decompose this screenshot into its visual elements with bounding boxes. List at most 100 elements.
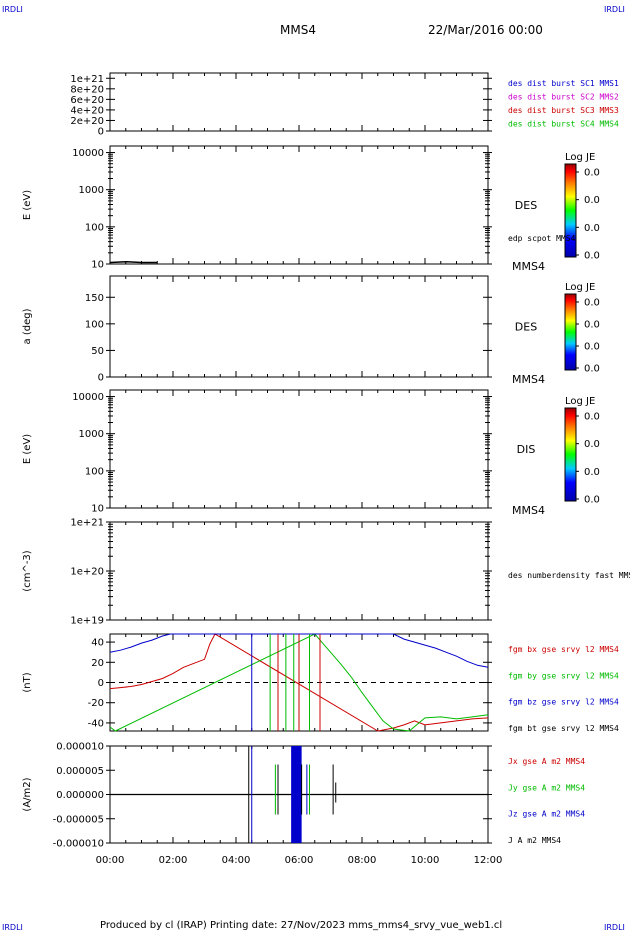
panel-2-colorbar-tick-label: 0.0 [584,195,600,206]
panel-5-legend-entry: des numberdensity fast MMS4 [508,571,630,580]
panel-4-instrument-label: DIS [517,443,536,456]
panel-3-colorbar-tick-label: 0.0 [584,298,600,309]
x-tick-label: 12:00 [474,855,503,866]
panel-7-ytick-label: 0.000005 [56,766,104,777]
panel-6-legend-entry: fgm bt gse srvy l2 MMS4 [508,724,619,733]
panel-5-ylabel: (cm^-3) [22,550,33,591]
panel-4-colorbar-tick-label: 0.0 [584,467,600,478]
panel-2-colorbar [564,163,577,258]
panel-7-legend-entry: Jy gse A m2 MMS4 [508,783,585,792]
panel-3-colorbar-tick-label: 0.0 [584,320,600,331]
panel-6-legend-entry: fgm bz gse srvy l2 MMS4 [508,698,619,707]
corner-label-bottom-left: IRDLI [2,923,23,932]
panel-6-series-line [109,633,489,732]
panel-4-ytick-label: 100 [85,466,104,477]
panel-6-ytick-label: -20 [88,698,104,709]
panel-5-frame [109,521,489,621]
panel-3-ytick-label: 150 [85,293,104,304]
panel-4-sc-label: MMS4 [512,504,545,517]
panel-1-ytick-label: 2e+20 [70,116,104,127]
panel-2-ylabel: E (eV) [22,190,33,220]
panel-3-colorbar-tick-label: 0.0 [584,364,600,375]
panel-2-ytick-label: 10 [91,260,104,271]
panel-6-legend-entry: fgm bx gse srvy l2 MMS4 [508,645,619,654]
panel-1-frame [109,72,489,132]
panel-6-legend-entry: fgm by gse srvy l2 MMS4 [508,671,619,680]
x-tick-label: 08:00 [348,855,377,866]
panel-3-colorbar [564,293,577,371]
panel-1-legend-entry: des dist burst SC3 MMS3 [508,106,619,115]
panel-1-ytick-label: 6e+20 [70,95,104,106]
panel-2-colorbar-title: Log JE [565,152,595,163]
panel-6-ylabel: (nT) [22,672,33,692]
panel-7-ylabel: (A/m2) [22,777,33,811]
panel-1-ytick-label: 4e+20 [70,105,104,116]
panel-4-colorbar-tick-label: 0.0 [584,495,600,506]
panel-7-burst-region [291,746,302,843]
panel-2-colorbar-tick-label: 0.0 [584,223,600,234]
panel-6-series-line [109,633,489,732]
spacecraft-title: MMS4 [280,23,316,37]
panel-5-ytick-label: 1e+21 [70,518,104,529]
panel-3-instrument-label: DES [515,321,537,334]
panel-3-ytick-label: 50 [91,346,104,357]
panel-4-ytick-label: 10 [91,504,104,515]
panel-3-ytick-label: 100 [85,319,104,330]
panel-2-sc-label: MMS4 [512,260,545,273]
panel-4-frame [109,389,489,509]
panel-4-colorbar [564,407,577,502]
panel-4-colorbar-title: Log JE [565,396,595,407]
panel-6-series-line [109,633,489,668]
panel-1-legend-entry: des dist burst SC4 MMS4 [508,120,619,129]
panel-3-frame [109,275,489,378]
panel-6-ytick-label: 0 [98,678,104,689]
panel-1-legend-entry: des dist burst SC1 MMS1 [508,79,619,88]
x-tick-label: 06:00 [285,855,314,866]
corner-label-bottom-right: IRDLI [604,923,625,932]
panel-3-colorbar-tick-label: 0.0 [584,342,600,353]
panel-1-ytick-label: 0 [98,127,104,138]
panel-3-sc-label: MMS4 [512,373,545,386]
panel-7-ytick-label: -0.000005 [53,814,104,825]
panel-5-ytick-label: 1e+20 [70,567,104,578]
panel-1-ytick-label: 8e+20 [70,84,104,95]
panel-4-ytick-label: 1000 [79,429,104,440]
panel-2-frame [109,145,489,265]
panel-7-legend-entry: J A m2 MMS4 [508,836,561,845]
corner-label-top-right: IRDLI [604,5,625,14]
x-tick-label: 00:00 [96,855,125,866]
panel-2-ytick-label: 10000 [72,148,104,159]
panel-2-ytick-label: 1000 [79,185,104,196]
panel-2-colorbar-tick-label: 0.0 [584,168,600,179]
panel-3-ylabel: a (deg) [22,308,33,344]
corner-label-top-left: IRDLI [2,5,23,14]
panel-7-ytick-label: 0.000010 [56,742,104,753]
x-tick-label: 04:00 [222,855,251,866]
panel-2-overlay-label: edp scpot MMS4 [508,234,576,243]
panel-4-ytick-label: 10000 [72,392,104,403]
panel-3-colorbar-title: Log JE [565,282,595,293]
panel-7-ytick-label: -0.000010 [53,839,104,850]
panel-2-overlay-line [109,260,158,264]
panel-7-legend-entry: Jx gse A m2 MMS4 [508,757,585,766]
panel-3-ytick-label: 0 [98,373,104,384]
panel-2-colorbar-tick-label: 0.0 [584,251,600,262]
panel-7-legend-entry: Jz gse A m2 MMS4 [508,810,585,819]
panel-4-colorbar-tick-label: 0.0 [584,412,600,423]
panel-7-ytick-label: 0.000000 [56,790,104,801]
date-title: 22/Mar/2016 00:00 [428,23,543,37]
panel-6-ytick-label: 40 [91,638,104,649]
panel-4-colorbar-tick-label: 0.0 [584,439,600,450]
panel-1-legend-entry: des dist burst SC2 MMS2 [508,93,619,102]
panel-6-ytick-label: -40 [88,718,104,729]
footer-credits: Produced by cl (IRAP) Printing date: 27/… [100,920,502,931]
panel-5-ytick-label: 1e+19 [70,616,104,627]
panel-1-ytick-label: 1e+21 [70,74,104,85]
x-tick-label: 02:00 [159,855,188,866]
panel-2-ytick-label: 100 [85,222,104,233]
x-tick-label: 10:00 [411,855,440,866]
panel-6-ytick-label: 20 [91,658,104,669]
panel-4-ylabel: E (eV) [22,434,33,464]
